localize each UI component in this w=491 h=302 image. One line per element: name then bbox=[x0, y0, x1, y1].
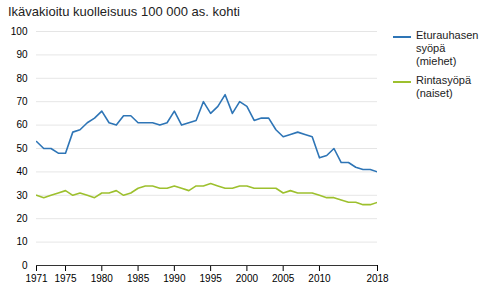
html-text:Ikävakioitu kuolleisuus 100 00: Ikävakioitu kuolleisuus 100 000 as. koht… bbox=[8, 4, 240, 19]
svg-text:50: 50 bbox=[16, 143, 28, 154]
svg-text:2018: 2018 bbox=[366, 273, 389, 284]
svg-text:1980: 1980 bbox=[91, 273, 114, 284]
svg-text:70: 70 bbox=[16, 96, 28, 107]
svg-text:80: 80 bbox=[16, 73, 28, 84]
svg-text:2005: 2005 bbox=[272, 273, 295, 284]
svg-text:30: 30 bbox=[16, 190, 28, 201]
svg-text:2010: 2010 bbox=[308, 273, 331, 284]
svg-text:0: 0 bbox=[22, 260, 28, 271]
svg-text:20: 20 bbox=[16, 213, 28, 224]
svg-text:1995: 1995 bbox=[200, 273, 223, 284]
svg-text:1985: 1985 bbox=[127, 273, 150, 284]
svg-text:2000: 2000 bbox=[236, 273, 259, 284]
svg-text:40: 40 bbox=[16, 166, 28, 177]
svg-text:1990: 1990 bbox=[163, 273, 186, 284]
svg-text:60: 60 bbox=[16, 119, 28, 130]
html-text:Eturauhasen syöpä (miehet): Eturauhasen syöpä (miehet) bbox=[416, 29, 479, 67]
svg-text:10: 10 bbox=[16, 236, 28, 247]
svg-text:1975: 1975 bbox=[54, 273, 77, 284]
svg-text:1971: 1971 bbox=[25, 273, 48, 284]
html-text:Rintasyöpä (naiset): Rintasyöpä (naiset) bbox=[416, 74, 471, 99]
svg-text:100: 100 bbox=[11, 26, 28, 37]
svg-text:90: 90 bbox=[16, 49, 28, 60]
